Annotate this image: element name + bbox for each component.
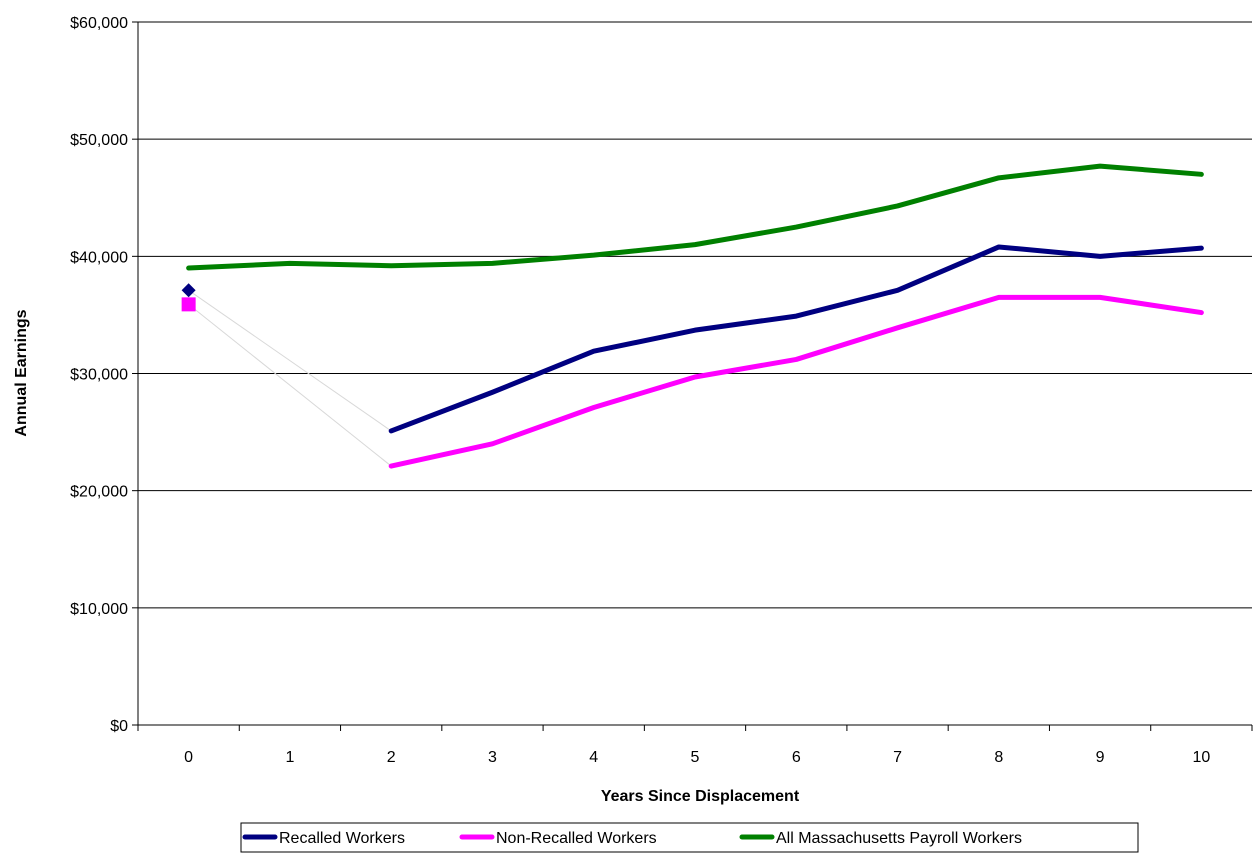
x-tick-label: 2 [387,749,396,766]
legend: Recalled Workers Non-Recalled Workers All … [240,822,1139,853]
x-tick-label: 3 [488,749,497,766]
x-tick-label: 6 [792,749,801,766]
gridlines [138,21,1252,609]
x-tick-label: 8 [994,749,1003,766]
y-tick-label: $20,000 [70,484,128,501]
data-point-non-recalled-workers [181,297,196,312]
legend-label-all-massachusetts-payroll-workers: All Massachusetts Payroll Workers [776,830,1022,847]
legend-label-recalled-workers: Recalled Workers [279,830,405,847]
x-tick-labels: 0 1 2 3 4 5 6 7 8 9 10 [184,749,1210,766]
series-markers [181,283,196,312]
x-tick-label: 4 [589,749,598,766]
series-gap-connector [188,303,392,467]
legend-label-non-recalled-workers: Non-Recalled Workers [496,830,657,847]
y-tick-label: $0 [110,718,128,735]
series-line-non-recalled-workers [388,294,1204,469]
x-tick-label: 0 [184,749,193,766]
x-tick-label: 1 [285,749,294,766]
series-lines [186,163,1204,469]
series-line-recalled-workers [388,244,1204,434]
x-tick-label: 5 [691,749,700,766]
x-axis-title: Years Since Displacement [601,788,800,805]
y-tick-label: $30,000 [70,367,128,384]
y-tick-labels: $0 $10,000 $20,000 $30,000 $40,000 $50,000 $60… [70,15,128,735]
x-tick-label: 7 [893,749,902,766]
y-axis-title: Annual Earnings [13,309,30,436]
x-tick-label: 9 [1096,749,1105,766]
series-line-all-massachusetts-payroll-workers [186,163,1204,271]
legend-box [240,822,1139,853]
y-tick-label: $40,000 [70,249,128,266]
y-tick-label: $10,000 [70,601,128,618]
axes [132,21,1253,731]
series-gap-connector [188,289,392,432]
gap-connectors [188,289,392,467]
y-tick-label: $60,000 [70,15,128,32]
y-tick-label: $50,000 [70,132,128,149]
x-tick-label: 10 [1192,749,1210,766]
data-point-recalled-workers [181,283,196,298]
